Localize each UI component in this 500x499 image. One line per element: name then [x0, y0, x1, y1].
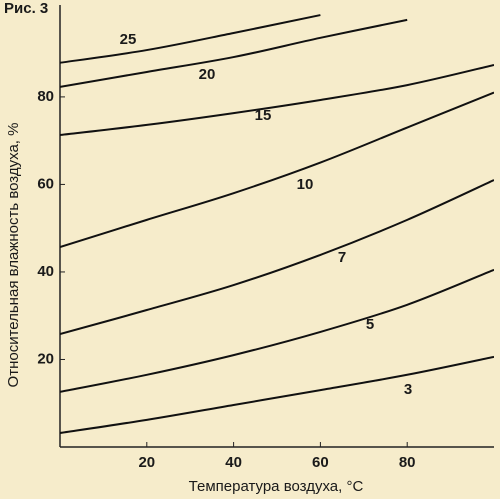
curve-label: 20 — [199, 66, 216, 83]
curve — [60, 63, 494, 136]
y-tick-label: 20 — [37, 350, 54, 367]
x-tick-label: 80 — [399, 454, 416, 471]
x-tick-label: 60 — [312, 454, 329, 471]
y-tick-label: 40 — [37, 263, 54, 280]
curve — [60, 14, 321, 64]
curve-label: 25 — [120, 31, 137, 48]
curve — [60, 18, 408, 88]
curve — [60, 268, 494, 393]
x-axis-label: Температура воздуха, °C — [189, 478, 364, 495]
curve — [60, 91, 494, 248]
y-tick-label: 60 — [37, 175, 54, 192]
curve-label: 15 — [255, 107, 272, 124]
y-tick-label: 80 — [37, 88, 54, 105]
x-tick-label: 20 — [138, 454, 155, 471]
chart-title: Рис. 3 — [4, 0, 48, 17]
x-tick-label: 40 — [225, 454, 242, 471]
curve-label: 7 — [338, 249, 346, 266]
curve-label: 3 — [404, 381, 412, 398]
curve — [60, 179, 494, 336]
curve-label: 5 — [366, 316, 374, 333]
curve — [60, 355, 494, 434]
y-axis-label: Относительная влажность воздуха, % — [5, 123, 22, 388]
curve-label: 10 — [297, 176, 314, 193]
